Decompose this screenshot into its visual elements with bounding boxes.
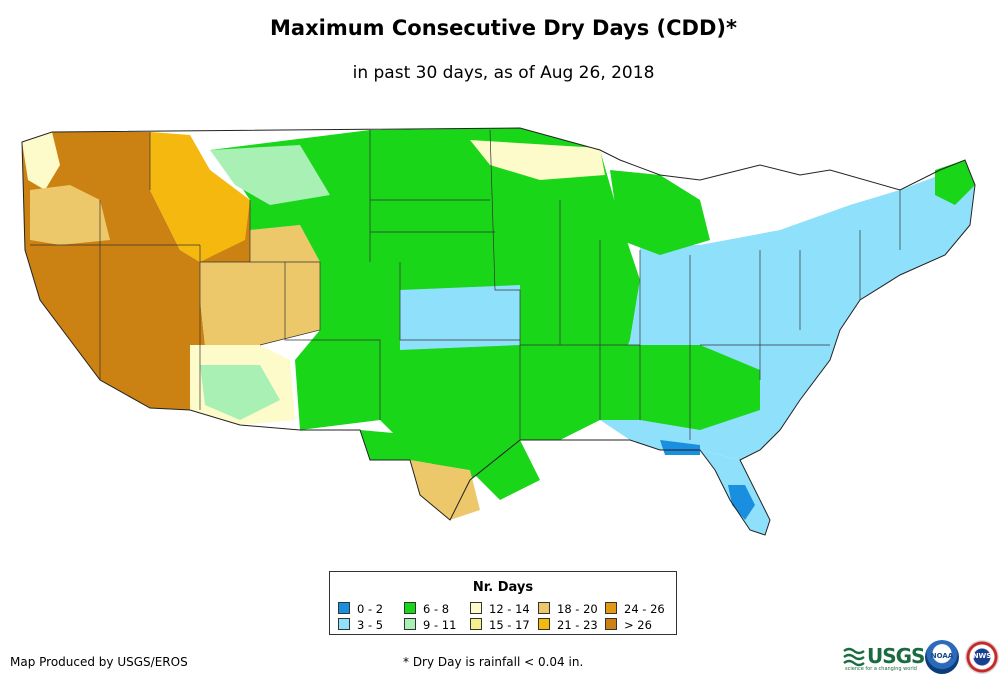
region-pacific-nw-pale xyxy=(22,132,60,190)
region-gulf-blue xyxy=(660,440,700,455)
legend-swatch xyxy=(538,618,550,630)
noaa-seal-icon: NOAA xyxy=(925,640,959,674)
legend-swatch xyxy=(338,618,350,630)
map-credit: Map Produced by USGS/EROS xyxy=(10,655,188,669)
legend-swatch xyxy=(404,602,416,614)
legend-label: 9 - 11 xyxy=(423,618,457,632)
legend-label: 0 - 2 xyxy=(357,602,384,616)
legend-swatch xyxy=(338,602,350,614)
legend-item: > 26 xyxy=(605,618,652,632)
legend-label: 3 - 5 xyxy=(357,618,384,632)
legend-label: 15 - 17 xyxy=(489,618,530,632)
region-montana-light xyxy=(210,145,330,205)
legend-label: > 26 xyxy=(624,618,652,632)
conus-outline xyxy=(21,127,976,536)
usgs-waves-icon xyxy=(843,647,865,667)
region-great-lakes-green xyxy=(610,170,710,255)
legend-swatch xyxy=(605,602,617,614)
region-florida-blue xyxy=(728,485,755,520)
nws-seal-label: NWS xyxy=(972,652,992,660)
usgs-wordmark: USGS xyxy=(867,644,925,668)
usgs-tagline: science for a changing world xyxy=(845,666,917,672)
region-texas-pale xyxy=(410,460,480,520)
legend-title: Nr. Days xyxy=(472,580,534,595)
legend-label: 12 - 14 xyxy=(489,602,530,616)
legend-item: 18 - 20 xyxy=(538,602,598,616)
usgs-logo: USGS science for a changing world xyxy=(843,644,925,672)
legend-item: 9 - 11 xyxy=(404,618,456,632)
legend-swatch xyxy=(538,602,550,614)
region-texas-green xyxy=(360,430,540,500)
legend-swatch xyxy=(605,618,617,630)
map-subtitle: in past 30 days, as of Aug 26, 2018 xyxy=(352,63,655,83)
legend-item: 6 - 8 xyxy=(404,602,449,616)
legend-swatch xyxy=(470,618,482,630)
region-oregon-light xyxy=(30,185,110,245)
legend-item: 24 - 26 xyxy=(605,602,665,616)
legend-label: 18 - 20 xyxy=(557,602,598,616)
legend-label: 6 - 8 xyxy=(423,602,450,616)
legend-label: 21 - 23 xyxy=(557,618,598,632)
region-interior-west-tan xyxy=(200,225,320,345)
legend-swatch xyxy=(404,618,416,630)
legend: Nr. Days 0 - 2 3 - 5 6 - 8 9 - 11 12 - 1… xyxy=(329,571,677,635)
legend-item: 15 - 17 xyxy=(470,618,530,632)
noaa-seal-label: NOAA xyxy=(930,652,954,660)
nws-seal-icon: NWS xyxy=(965,640,999,674)
region-arizona-mixed xyxy=(200,365,280,420)
state-boundaries xyxy=(30,129,901,440)
footnote: * Dry Day is rainfall < 0.04 in. xyxy=(403,655,584,669)
legend-item: 3 - 5 xyxy=(338,618,383,632)
region-n-plains-pale xyxy=(470,140,605,180)
legend-label: 24 - 26 xyxy=(624,602,665,616)
legend-swatch xyxy=(470,602,482,614)
map-title: Maximum Consecutive Dry Days (CDD)* xyxy=(270,16,737,40)
region-idaho-amber xyxy=(150,132,250,262)
region-kansas-cyan xyxy=(400,285,520,350)
legend-item: 12 - 14 xyxy=(470,602,530,616)
region-new-england-green xyxy=(935,160,975,205)
legend-item: 21 - 23 xyxy=(538,618,598,632)
legend-item: 0 - 2 xyxy=(338,602,383,616)
